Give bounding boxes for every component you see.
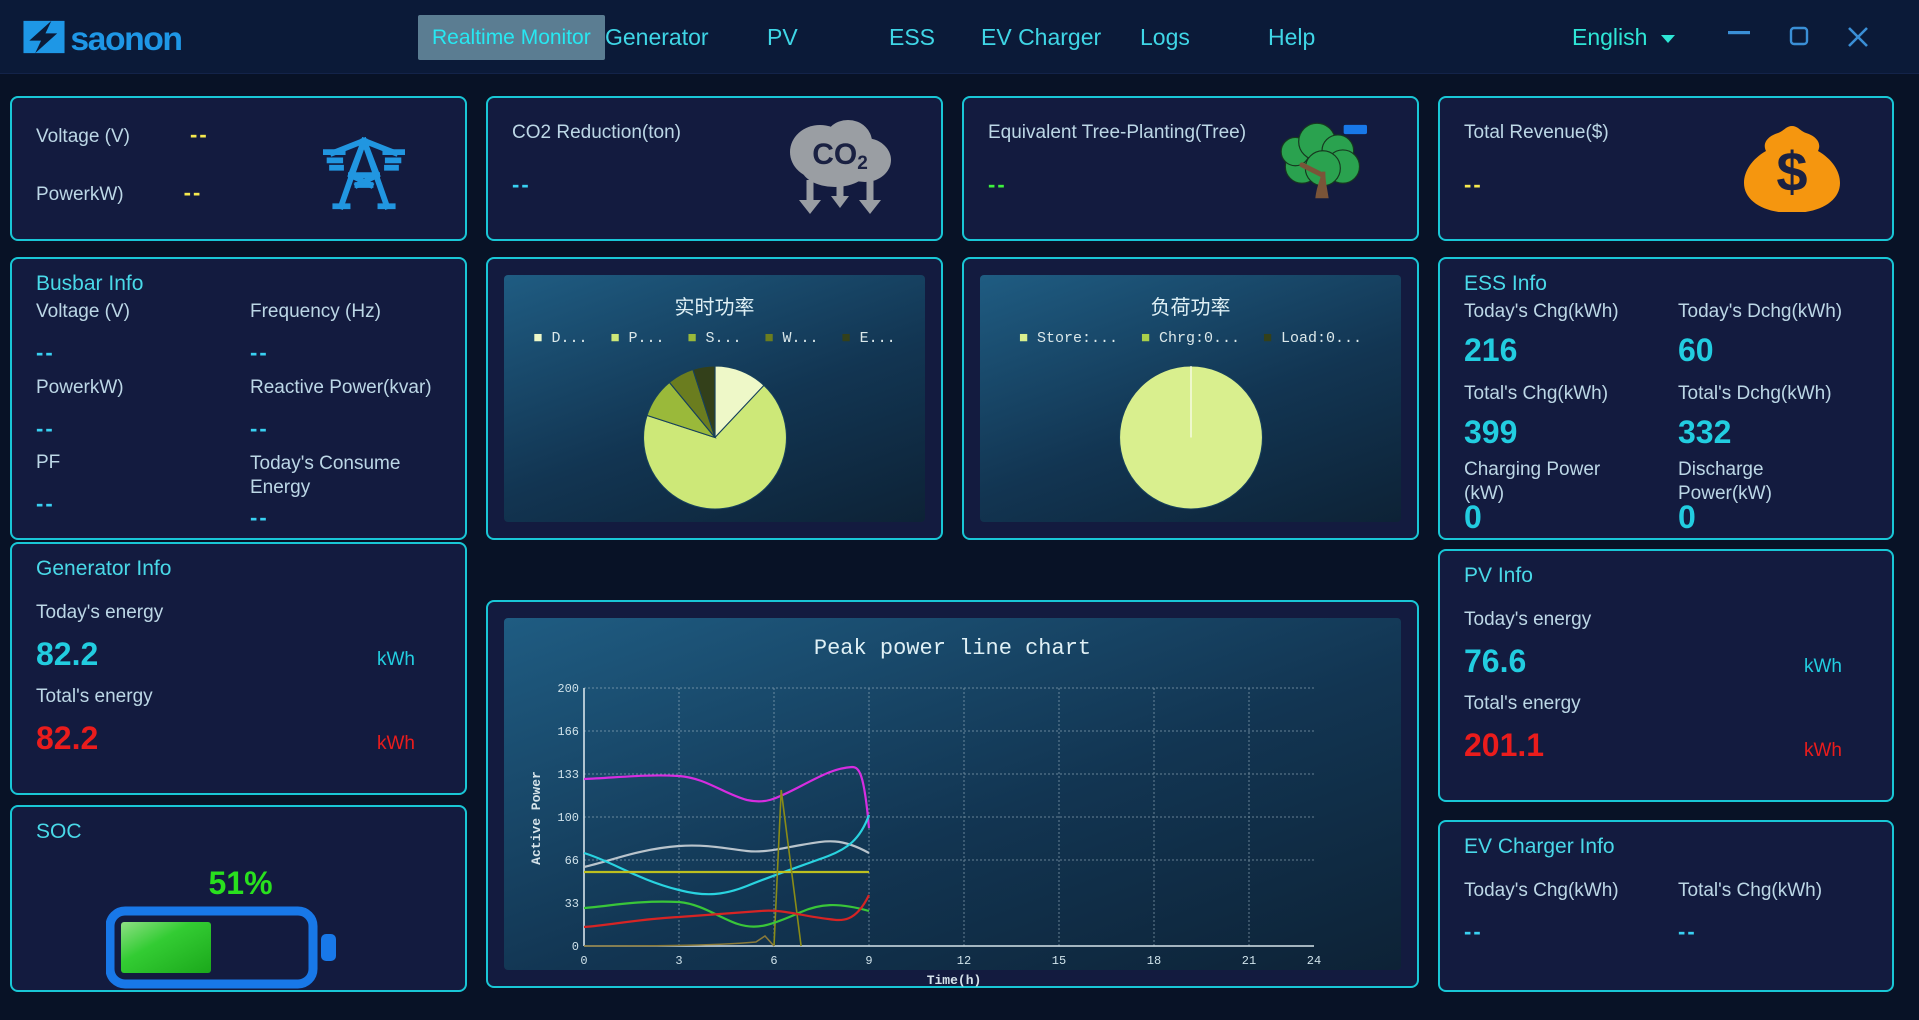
svg-text:66: 66 [565,854,579,868]
svg-text:0: 0 [580,954,587,968]
svg-text:0: 0 [572,940,579,954]
svg-text:24: 24 [1307,954,1321,968]
svg-text:200: 200 [557,682,579,696]
svg-text:33: 33 [565,897,579,911]
svg-text:3: 3 [675,954,682,968]
svg-text:Time(h): Time(h) [927,973,982,988]
svg-text:18: 18 [1147,954,1161,968]
svg-text:100: 100 [557,811,579,825]
svg-text:21: 21 [1242,954,1256,968]
svg-text:166: 166 [557,725,579,739]
svg-text:15: 15 [1052,954,1066,968]
svg-text:12: 12 [957,954,971,968]
svg-text:9: 9 [865,954,872,968]
svg-text:133: 133 [557,768,579,782]
svg-text:Active Power: Active Power [529,771,544,865]
svg-text:$: $ [1776,140,1807,203]
svg-text:6: 6 [770,954,777,968]
